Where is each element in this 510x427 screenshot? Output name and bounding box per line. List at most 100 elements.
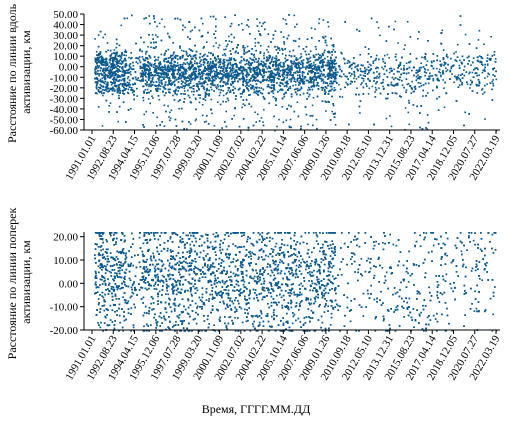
scatter-point <box>119 82 122 85</box>
scatter-point <box>346 62 349 64</box>
scatter-point <box>125 85 128 87</box>
scatter-point <box>294 26 296 28</box>
scatter-point <box>172 69 174 72</box>
scatter-point <box>200 63 202 66</box>
scatter-point <box>217 61 219 64</box>
scatter-point <box>292 76 294 78</box>
scatter-point <box>195 68 197 71</box>
scatter-point <box>257 91 259 93</box>
scatter-point <box>438 68 441 71</box>
scatter-point <box>116 42 118 45</box>
scatter-point <box>227 80 229 83</box>
scatter-point <box>327 51 329 53</box>
scatter-point <box>355 78 358 80</box>
scatter-point <box>300 125 302 128</box>
scatter-point <box>102 68 104 70</box>
scatter-point <box>300 53 302 55</box>
scatter-point <box>228 74 231 77</box>
scatter-point <box>179 99 181 101</box>
scatter-point <box>114 72 116 74</box>
scatter-point <box>97 34 100 36</box>
scatter-point <box>297 77 299 80</box>
scatter-point <box>318 66 320 69</box>
scatter-point <box>105 90 108 92</box>
scatter-point <box>491 80 494 83</box>
scatter-point <box>230 41 233 43</box>
scatter-point <box>248 85 250 87</box>
scatter-point <box>302 92 305 95</box>
scatter-point <box>295 65 297 68</box>
scatter-point <box>192 85 194 87</box>
scatter-point <box>270 70 273 72</box>
scatter-point <box>136 87 138 90</box>
scatter-point <box>325 87 328 89</box>
scatter-point <box>115 65 117 68</box>
scatter-point <box>471 90 474 92</box>
scatter-point <box>379 92 382 95</box>
scatter-point <box>362 64 364 67</box>
scatter-point <box>193 68 195 70</box>
scatter-point <box>172 77 174 79</box>
scatter-point <box>195 70 197 73</box>
scatter-point <box>189 60 192 62</box>
scatter-point <box>187 83 190 85</box>
scatter-point <box>215 25 217 28</box>
scatter-point <box>443 61 446 64</box>
scatter-point <box>97 65 99 68</box>
scatter-point <box>335 74 337 77</box>
scatter-point <box>330 73 332 75</box>
scatter-point <box>327 25 330 28</box>
scatter-point <box>329 59 331 62</box>
scatter-point <box>208 65 211 67</box>
scatter-point <box>168 76 171 79</box>
scatter-point <box>182 71 185 73</box>
scatter-point <box>258 120 261 122</box>
scatter-point <box>120 24 123 27</box>
scatter-point <box>150 65 153 67</box>
scatter-point <box>361 70 363 73</box>
scatter-point <box>216 87 218 90</box>
scatter-point <box>226 59 228 62</box>
scatter-point <box>267 70 270 73</box>
scatter-point <box>421 56 423 59</box>
scatter-point <box>254 86 257 89</box>
scatter-point <box>415 79 418 82</box>
scatter-point <box>476 92 479 94</box>
scatter-point <box>307 59 309 61</box>
scatter-point <box>223 53 226 55</box>
scatter-point <box>253 91 255 94</box>
scatter-point <box>466 83 469 85</box>
scatter-point <box>219 91 222 94</box>
scatter-point <box>494 58 497 60</box>
scatter-point <box>97 106 100 108</box>
scatter-point <box>96 63 98 65</box>
scatter-point <box>324 49 326 52</box>
scatter-point <box>295 58 297 61</box>
scatter-point <box>97 72 99 75</box>
scatter-point <box>127 88 130 91</box>
scatter-point <box>143 126 145 128</box>
scatter-point <box>253 67 256 69</box>
scatter-point <box>466 81 468 83</box>
scatter-point <box>167 60 170 62</box>
scatter-point <box>113 77 116 79</box>
scatter-point <box>234 69 236 72</box>
scatter-point <box>240 72 243 74</box>
scatter-point <box>274 30 277 32</box>
scatter-point <box>201 85 204 87</box>
scatter-point <box>181 65 183 68</box>
scatter-point <box>202 87 205 89</box>
scatter-point <box>197 87 200 90</box>
scatter-point <box>113 80 115 83</box>
scatter-point <box>282 70 284 72</box>
scatter-point <box>199 94 202 96</box>
scatter-point <box>323 51 325 54</box>
scatter-point <box>206 55 209 57</box>
scatter-point <box>133 94 135 96</box>
scatter-point <box>194 60 196 62</box>
scatter-point <box>128 65 131 68</box>
scatter-point <box>319 54 321 56</box>
scatter-point <box>375 88 378 91</box>
scatter-point <box>364 69 367 71</box>
scatter-point <box>113 90 116 92</box>
